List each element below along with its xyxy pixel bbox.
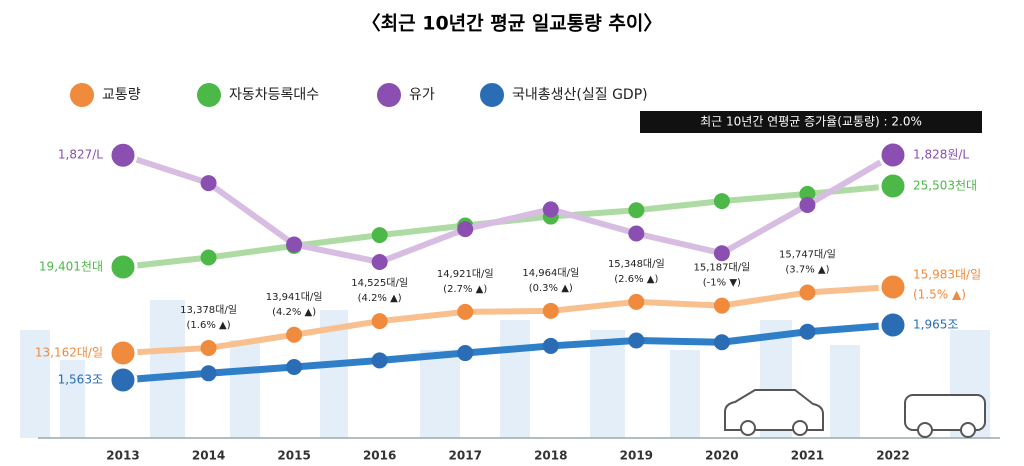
legend-label: 자동차등록대수 (229, 87, 319, 103)
point (200, 249, 217, 266)
series-line (120, 152, 896, 266)
point (200, 339, 217, 356)
x-tick-label: 2018 (534, 449, 567, 463)
legend-icon (375, 81, 403, 109)
point (713, 297, 730, 314)
value-label: 1,828원/L (913, 148, 969, 162)
point (200, 365, 217, 382)
point (371, 313, 388, 330)
point (542, 201, 559, 218)
change-label: (4.2% ▲) (272, 307, 316, 318)
skyline (20, 300, 990, 438)
value-label: 15,187대/일 (694, 262, 751, 274)
end-icon (878, 272, 908, 302)
value-label: 25,503천대 (913, 178, 977, 193)
point (200, 175, 217, 192)
x-tick-label: 2015 (277, 449, 310, 463)
point (628, 332, 645, 349)
point (713, 245, 730, 262)
x-tick-label: 2021 (791, 449, 824, 463)
end-icon (108, 140, 138, 170)
point (371, 227, 388, 244)
series-line (119, 321, 897, 384)
chart-title: 〈최근 10년간 평균 일교통량 추이〉 (362, 12, 663, 35)
x-tick-label: 2014 (192, 449, 225, 463)
point (286, 326, 303, 343)
annotation-box (640, 111, 982, 133)
value-label: 13,941대/일 (266, 291, 323, 303)
value-label: 1,827/L (58, 148, 103, 162)
point (286, 236, 303, 253)
x-tick-label: 2017 (449, 449, 482, 463)
change-label: (1.6% ▲) (187, 320, 231, 331)
value-label: 14,921대/일 (437, 268, 494, 280)
point (371, 254, 388, 270)
point (799, 185, 816, 202)
point (713, 334, 730, 351)
value-label: 1,563조 (58, 373, 103, 387)
change-label: (2.7% ▲) (443, 284, 487, 295)
point (286, 359, 303, 376)
point (457, 221, 474, 238)
x-tick-label: 2019 (620, 449, 653, 463)
point (799, 323, 816, 340)
value-label: 13,378대/일 (180, 304, 237, 316)
end-icon (878, 140, 908, 170)
end-icon (878, 310, 908, 340)
point (371, 352, 388, 369)
legend-label: 교통량 (102, 87, 141, 103)
point (457, 303, 474, 320)
legend-label: 국내총생산(실질 GDP) (512, 87, 648, 103)
x-tick-label: 2013 (106, 449, 139, 463)
x-tick-label: 2020 (705, 449, 738, 463)
end-icon (878, 171, 908, 201)
value-label: 19,401천대 (39, 259, 103, 274)
legend-icon (195, 81, 223, 109)
annotation: 최근 10년간 연평균 증가율(교통량) : 2.0% (700, 115, 922, 129)
end-icon (108, 365, 138, 395)
legend-label: 유가 (409, 87, 435, 103)
point (713, 193, 730, 210)
change-label: (3.7% ▲) (785, 265, 829, 276)
change-label: (4.2% ▲) (358, 293, 402, 304)
value-label: 15,983대/일 (913, 268, 981, 282)
series-line (120, 183, 896, 270)
value-label: 15,747대/일 (779, 249, 836, 261)
cars (724, 389, 986, 438)
point (628, 293, 645, 310)
point (542, 337, 559, 354)
value-label: 1,965조 (913, 318, 958, 332)
end-icon (108, 252, 138, 282)
point (799, 196, 816, 213)
point (628, 202, 645, 219)
change-label: (1.5% ▲) (913, 288, 966, 302)
x-tick-label: 2016 (363, 449, 396, 463)
series-line (120, 284, 896, 356)
point (542, 302, 559, 319)
point (457, 345, 474, 362)
x-tick-label: 2022 (876, 449, 909, 463)
legend-icon (478, 81, 506, 109)
value-label: 14,964대/일 (522, 267, 579, 279)
change-label: (0.3% ▲) (529, 283, 573, 294)
value-label: 14,525대/일 (351, 277, 408, 289)
change-label: (-1% ▼) (703, 278, 741, 289)
value-label: 13,162대/일 (35, 346, 103, 360)
change-label: (2.6% ▲) (614, 274, 658, 285)
end-icon (108, 338, 138, 368)
point (628, 225, 645, 242)
legend-icon (68, 81, 96, 109)
point (799, 284, 816, 301)
value-label: 15,348대/일 (608, 258, 665, 270)
